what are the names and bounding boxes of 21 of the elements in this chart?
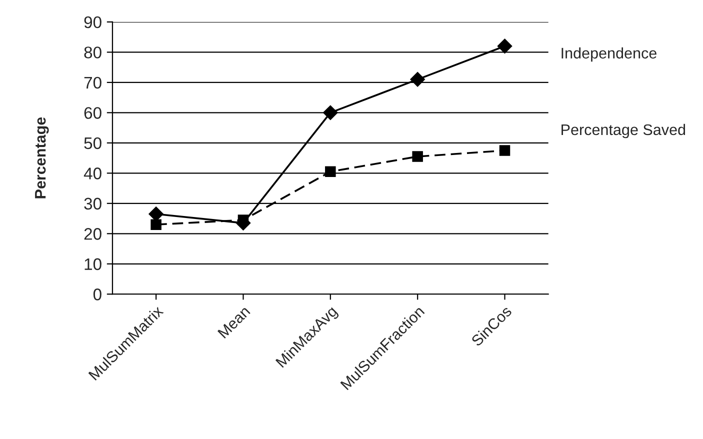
text: Independence <box>562 47 656 62</box>
y-tick-label: 80 <box>84 46 102 58</box>
y-axis-title: Percentage <box>35 117 49 198</box>
y-tick-label: 20 <box>84 228 102 240</box>
point <box>150 219 162 230</box>
point <box>323 105 338 120</box>
point <box>497 38 512 54</box>
point <box>412 151 423 162</box>
y-tick-label: 40 <box>84 168 102 180</box>
y-tick-label: 30 <box>84 198 102 210</box>
y-tick-label: 60 <box>84 107 102 119</box>
y-tick-label: 50 <box>84 137 102 150</box>
point <box>410 72 425 87</box>
text: Percentage Saved <box>562 124 686 138</box>
point <box>325 166 336 178</box>
y-tick-label: 0 <box>93 288 102 300</box>
point <box>499 145 510 156</box>
y-tick-label: 90 <box>84 16 102 28</box>
point <box>148 206 164 222</box>
y-tick-label: 10 <box>84 258 102 270</box>
y-tick-label: 70 <box>84 76 102 89</box>
